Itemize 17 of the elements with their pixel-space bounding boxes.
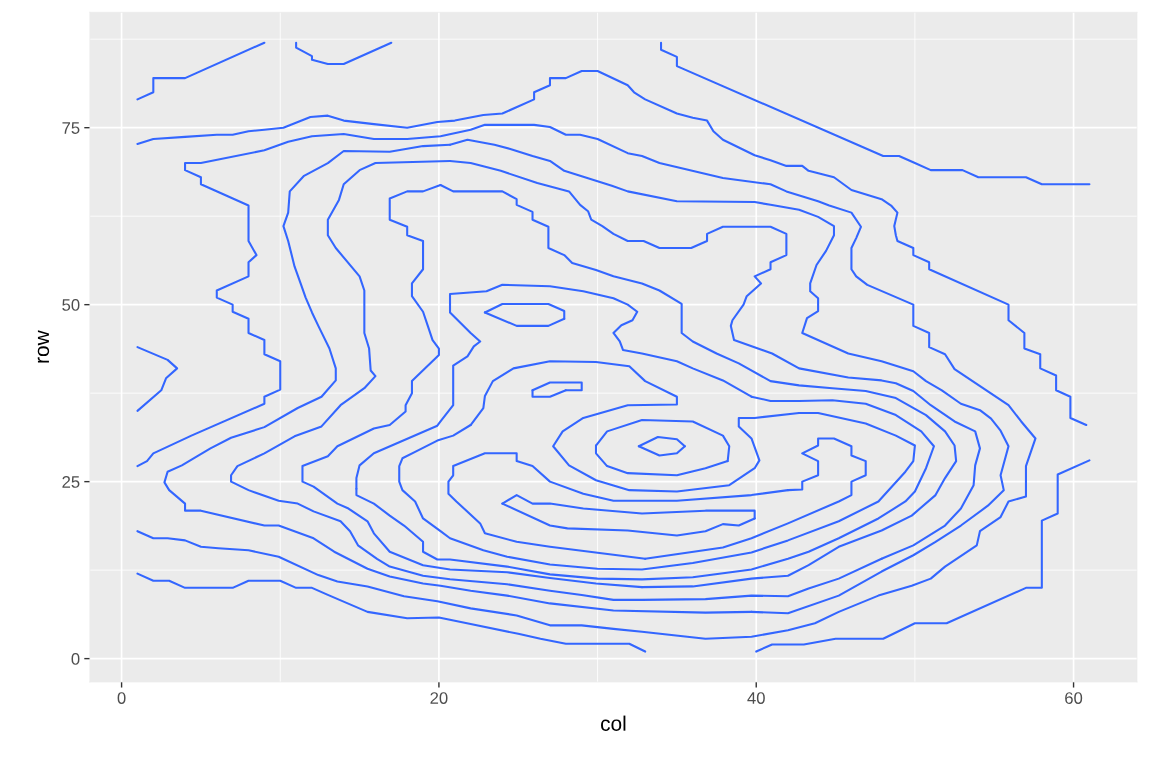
line-series bbox=[136, 572, 647, 653]
x-tick-label: 60 bbox=[1065, 692, 1083, 704]
line-series bbox=[136, 346, 179, 412]
x-tick-label: 40 bbox=[747, 692, 765, 704]
line-series bbox=[136, 70, 1088, 427]
x-tick-label: 0 bbox=[117, 692, 126, 704]
x-tick-label: 20 bbox=[430, 692, 448, 704]
y-tick-label: 25 bbox=[62, 476, 80, 488]
line-series bbox=[295, 41, 393, 66]
line-series bbox=[136, 41, 266, 101]
y-axis-title: row bbox=[37, 330, 50, 363]
y-tick-label: 0 bbox=[71, 653, 80, 665]
y-tick-label: 75 bbox=[62, 122, 80, 134]
line-series bbox=[660, 41, 1091, 186]
y-tick-label: 50 bbox=[62, 299, 80, 311]
line-series bbox=[755, 459, 1091, 653]
x-axis-title: col bbox=[601, 715, 626, 731]
